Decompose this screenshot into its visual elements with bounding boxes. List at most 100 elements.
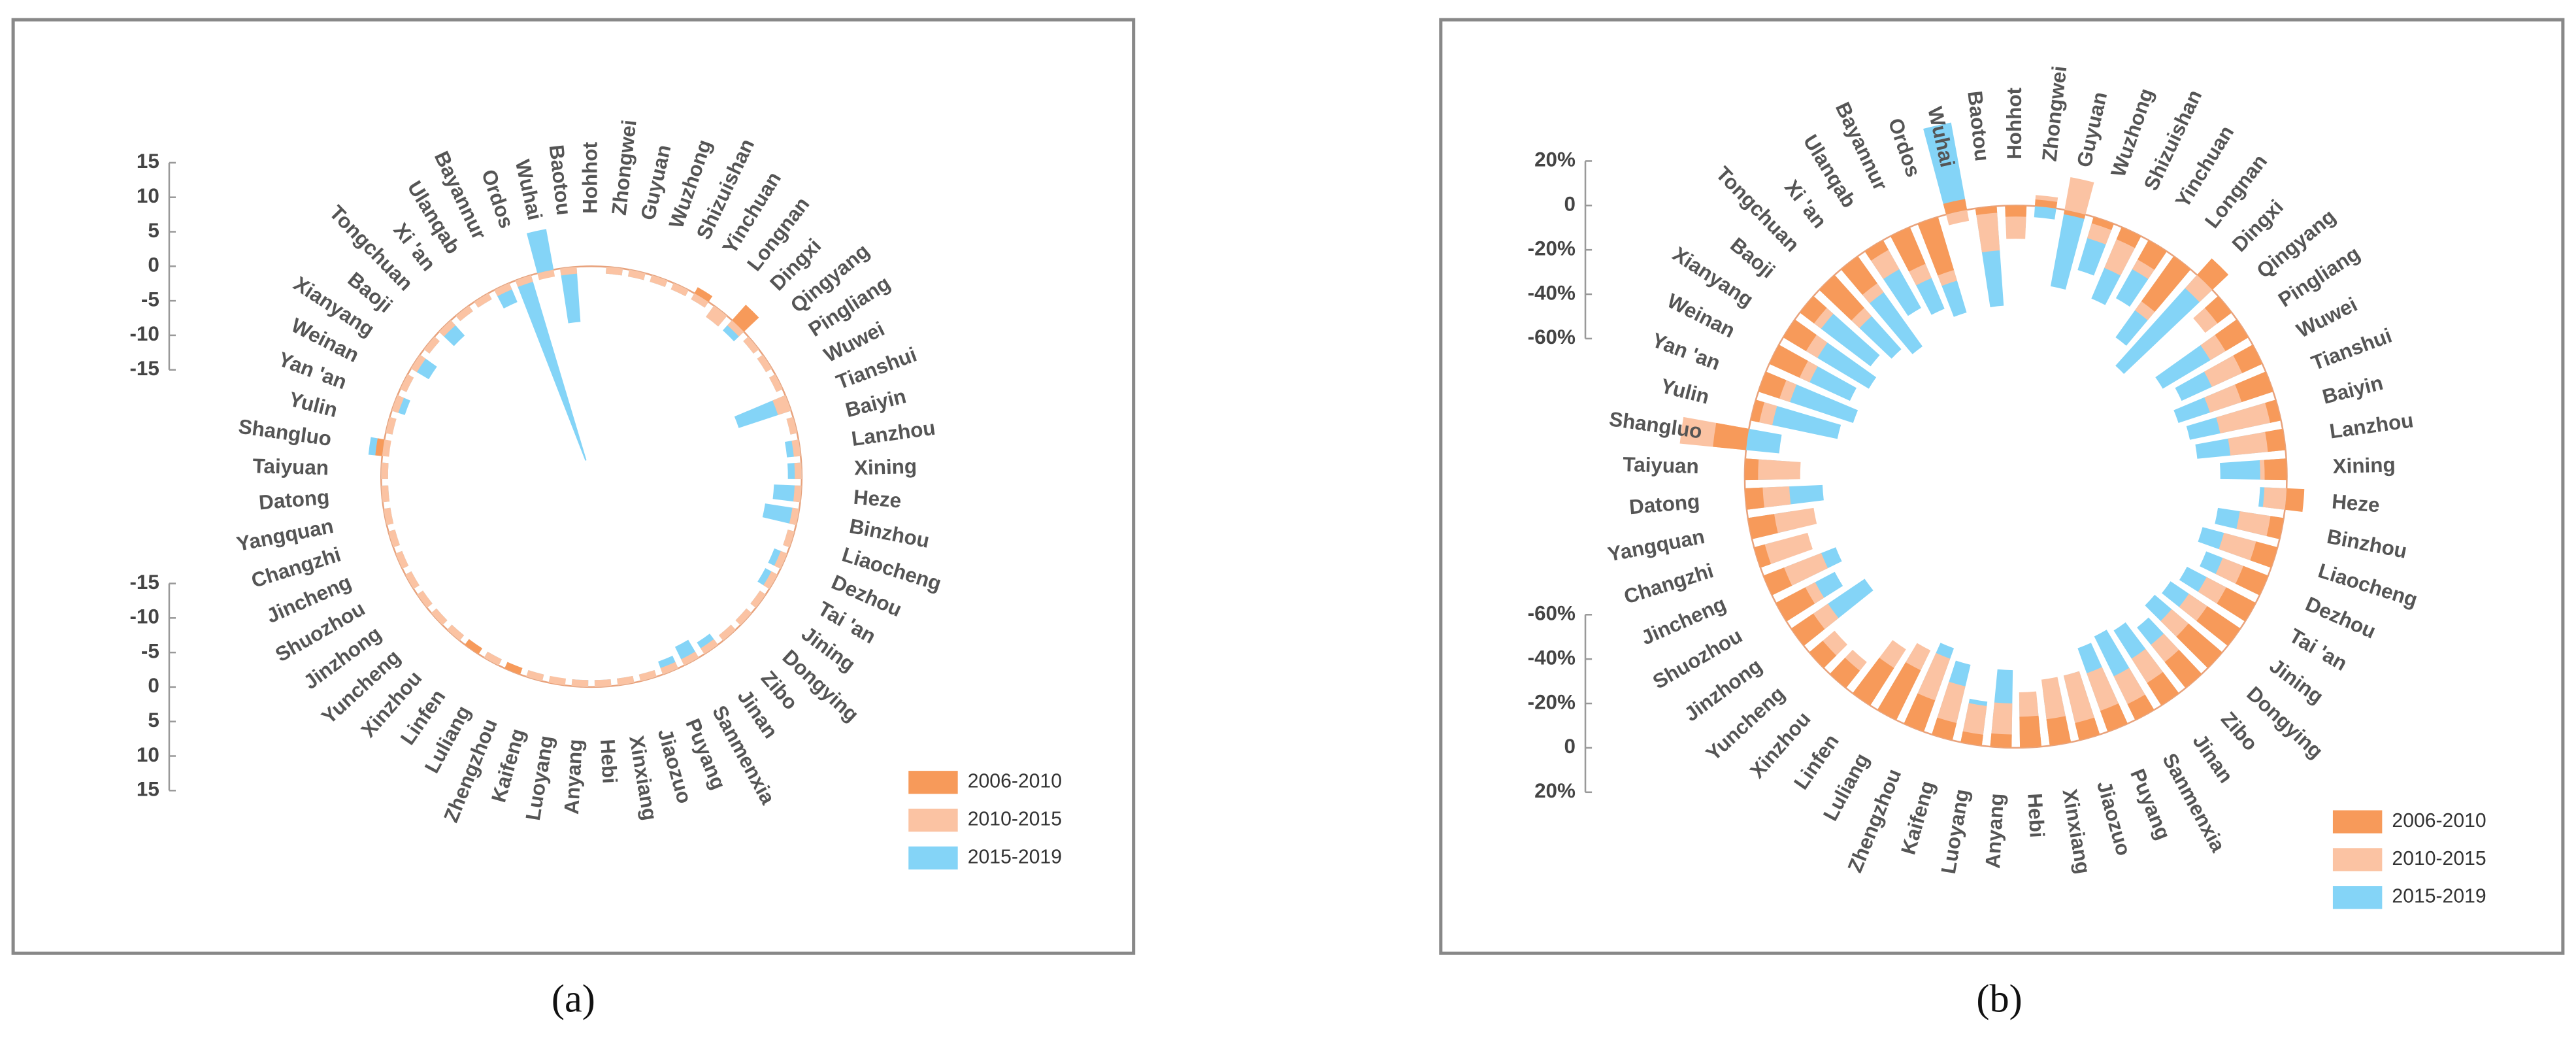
legend-label: 2010-2015	[968, 809, 1062, 830]
bar	[1747, 514, 1778, 539]
y-tick-label: 0	[1564, 193, 1575, 216]
bar	[2235, 371, 2273, 403]
bar	[1841, 256, 1877, 295]
bar	[1791, 613, 1825, 646]
bar	[515, 275, 587, 461]
bar	[783, 530, 795, 548]
bar	[1890, 227, 1926, 272]
bar	[670, 282, 689, 297]
bar	[455, 305, 473, 322]
bar	[2138, 240, 2167, 270]
y-tick-label: 5	[148, 219, 159, 242]
bar	[750, 590, 766, 608]
bar	[395, 550, 409, 569]
bar	[384, 507, 394, 526]
bar	[605, 267, 623, 276]
bar	[2215, 319, 2249, 352]
bar	[2250, 541, 2278, 568]
bar	[1763, 567, 1792, 596]
category-label: Taiyuan	[1623, 453, 1699, 478]
bar	[732, 305, 759, 332]
bar	[2164, 649, 2202, 688]
legend-label: 2010-2015	[2392, 848, 2486, 869]
category-label: Anyang	[560, 739, 587, 815]
bar	[2185, 275, 2213, 303]
bar	[594, 679, 612, 687]
y-tick-label: 0	[148, 674, 159, 697]
bar	[1923, 122, 1968, 215]
bar	[2050, 210, 2086, 290]
legend-label: 2015-2019	[2392, 886, 2486, 907]
bar	[762, 503, 800, 526]
bar	[1783, 319, 1817, 352]
category-label: Heze	[853, 486, 902, 513]
legend-swatch	[2332, 886, 2383, 909]
bar	[382, 439, 391, 457]
bar	[1853, 658, 1894, 706]
bar	[537, 269, 555, 280]
bar	[2266, 516, 2284, 539]
bar	[400, 374, 414, 392]
y-tick-label: 0	[1564, 735, 1575, 758]
bar	[2005, 205, 2027, 217]
bar	[504, 662, 523, 675]
bar	[660, 662, 678, 675]
category-label: Xining	[854, 455, 917, 480]
bar	[789, 507, 800, 526]
bar	[735, 608, 752, 626]
bar	[391, 395, 405, 413]
bar	[1932, 717, 1957, 741]
bar	[2075, 717, 2100, 741]
bar	[1758, 371, 1787, 399]
bar	[650, 275, 668, 287]
legend-swatch	[908, 846, 958, 869]
category-label: Heze	[2331, 490, 2381, 517]
bar	[526, 670, 544, 681]
bar	[768, 374, 783, 392]
bar	[727, 320, 744, 337]
bar	[2265, 428, 2286, 452]
category-label: Hebi	[2023, 792, 2049, 838]
bar	[515, 275, 533, 287]
bar	[494, 282, 512, 297]
bar	[1744, 458, 1759, 481]
bar	[2216, 399, 2281, 433]
bar	[1769, 345, 1808, 378]
bar	[1745, 428, 1782, 454]
bar	[706, 305, 727, 327]
bar	[2204, 295, 2232, 324]
y-tick-label: -15	[129, 357, 159, 380]
bar	[1943, 199, 1968, 215]
bar	[2196, 258, 2229, 290]
category-label: Anyang	[1981, 792, 2008, 869]
bar	[1819, 275, 1864, 321]
bar	[763, 571, 778, 589]
bar	[786, 416, 797, 435]
bar	[559, 267, 578, 276]
y-tick-label: 20%	[1534, 148, 1576, 171]
bar	[1713, 422, 1749, 450]
bar	[381, 462, 389, 480]
bar	[548, 675, 567, 686]
bar	[1830, 658, 1860, 688]
bar	[694, 287, 713, 302]
bar	[2233, 345, 2262, 373]
bar	[1750, 399, 1764, 423]
y-tick-label: -20%	[1528, 690, 1576, 713]
bar	[2115, 275, 2213, 375]
legend-swatch	[2332, 848, 2383, 871]
bar	[2147, 671, 2179, 706]
bar	[2064, 210, 2086, 219]
bar	[772, 395, 791, 415]
bar	[2265, 399, 2281, 423]
bar	[617, 675, 635, 686]
bar	[774, 550, 787, 569]
bar	[2116, 227, 2141, 248]
bar	[2127, 694, 2155, 720]
category-label: Xining	[2332, 453, 2396, 478]
legend-label: 2006-2010	[2392, 810, 2486, 832]
bar	[438, 320, 456, 337]
bar	[793, 485, 802, 503]
bar	[2034, 199, 2058, 209]
